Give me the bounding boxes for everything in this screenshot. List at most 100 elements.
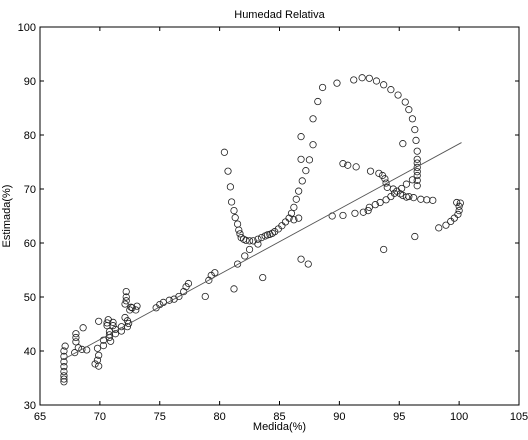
data-point <box>295 214 303 222</box>
data-point <box>99 336 108 344</box>
data-point <box>389 185 397 193</box>
data-point <box>454 210 462 218</box>
data-point <box>224 167 232 175</box>
data-point <box>339 211 347 220</box>
data-point <box>435 224 443 232</box>
data-point <box>245 245 254 254</box>
data-point <box>387 86 395 94</box>
data-point <box>442 221 450 229</box>
data-point <box>242 236 250 244</box>
data-point <box>309 115 317 123</box>
data-point <box>257 234 266 242</box>
data-point <box>423 196 431 204</box>
data-point <box>117 323 126 331</box>
data-point <box>78 345 86 353</box>
data-point <box>290 203 298 211</box>
data-point <box>305 156 314 164</box>
data-point <box>309 141 317 149</box>
data-point <box>333 79 341 87</box>
data-point <box>455 207 463 215</box>
data-point <box>290 216 298 224</box>
data-point <box>398 184 406 193</box>
data-point <box>401 98 409 106</box>
data-point <box>304 260 312 268</box>
data-point <box>408 176 417 184</box>
data-point <box>156 300 164 309</box>
data-point <box>417 195 425 203</box>
axis-ticks: 65 70 75 80 85 90 95 100 105 30 40 50 60 70 80 90 100 <box>18 22 528 423</box>
data-point <box>61 342 69 350</box>
data-point <box>205 276 213 284</box>
data-point <box>211 269 219 277</box>
x-tick-label: 65 <box>34 411 46 423</box>
data-point <box>383 183 391 191</box>
data-point <box>375 169 383 177</box>
data-point <box>350 76 358 84</box>
plot-frame <box>39 26 520 406</box>
data-point <box>410 194 418 202</box>
data-point <box>111 330 120 338</box>
data-point <box>297 255 305 263</box>
data-point <box>413 182 421 190</box>
data-point <box>122 293 130 301</box>
data-point <box>99 341 108 350</box>
data-point <box>297 133 305 141</box>
data-point <box>201 292 209 301</box>
data-point <box>399 140 407 148</box>
data-point <box>95 317 103 325</box>
data-point <box>241 252 249 260</box>
data-point <box>411 232 419 241</box>
data-point <box>380 245 388 254</box>
x-tick-label: 85 <box>273 411 285 423</box>
y-tick-label: 40 <box>24 346 36 358</box>
data-point <box>71 349 79 357</box>
data-point <box>122 297 130 305</box>
data-point <box>128 304 136 312</box>
data-point <box>413 163 421 171</box>
data-point <box>109 322 117 330</box>
data-point <box>413 155 421 163</box>
data-point <box>413 168 421 176</box>
data-point <box>382 196 390 204</box>
data-point <box>302 167 310 175</box>
x-tick-label: 95 <box>393 411 405 423</box>
data-point <box>411 126 419 134</box>
data-point <box>95 351 103 359</box>
data-point <box>226 183 235 191</box>
data-point <box>281 218 290 226</box>
data-point <box>390 189 399 197</box>
data-point <box>319 83 327 92</box>
x-tick-label: 80 <box>214 411 226 423</box>
data-point <box>121 300 129 308</box>
data-point <box>366 167 375 175</box>
data-point <box>381 175 389 183</box>
data-point <box>358 74 366 82</box>
data-point <box>365 74 373 82</box>
data-point <box>405 192 413 201</box>
y-tick-label: 70 <box>24 184 36 196</box>
data-point <box>287 209 296 217</box>
data-point <box>453 198 461 207</box>
data-point <box>236 230 244 238</box>
data-point <box>450 214 458 222</box>
x-axis-label: Medida(%) <box>253 421 306 433</box>
data-point <box>285 214 293 222</box>
data-point <box>429 196 437 204</box>
data-point <box>351 209 359 217</box>
data-point <box>365 203 373 211</box>
x-tick-label: 100 <box>450 411 468 423</box>
data-point <box>456 199 464 207</box>
y-tick-label: 90 <box>24 76 36 88</box>
x-tick-label: 90 <box>333 411 345 423</box>
data-point <box>72 338 80 346</box>
y-tick-label: 100 <box>18 22 36 34</box>
data-point <box>382 179 390 187</box>
data-point <box>297 155 305 163</box>
data-point <box>233 220 242 228</box>
reference-line <box>63 142 462 360</box>
data-point <box>405 106 413 114</box>
data-point <box>408 115 417 123</box>
data-point <box>402 180 411 188</box>
